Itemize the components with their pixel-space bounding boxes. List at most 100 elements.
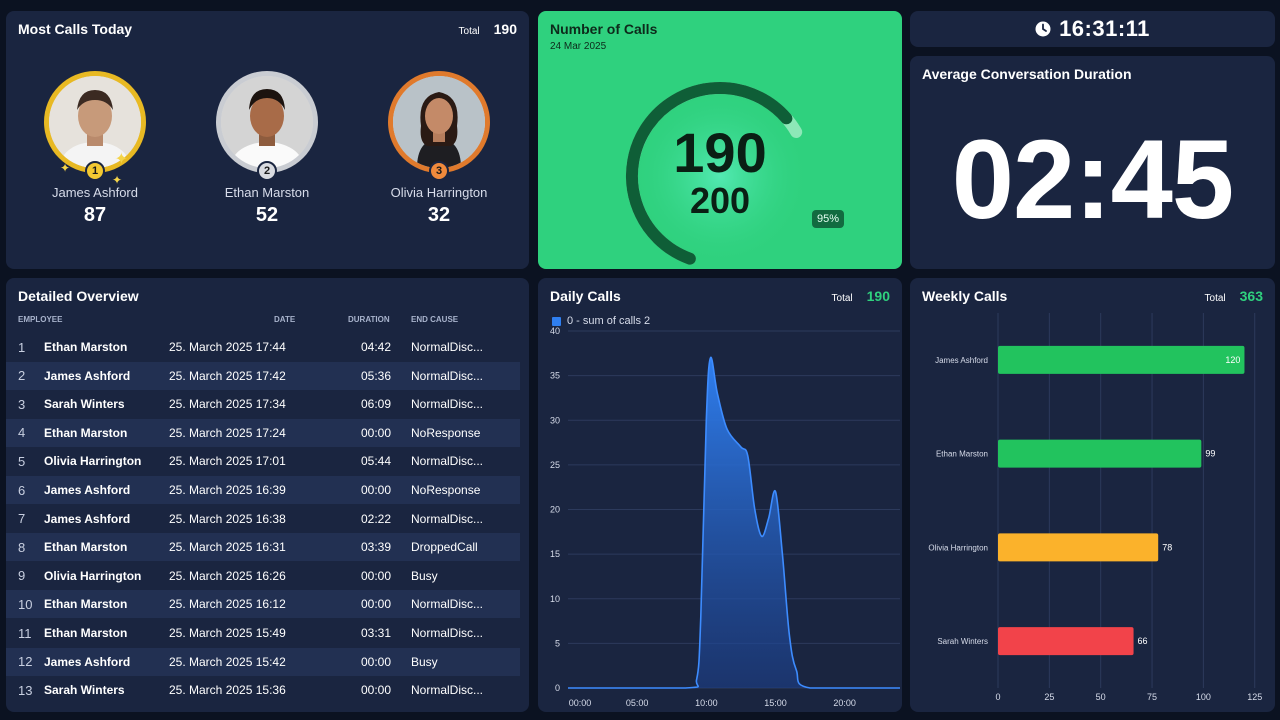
leader-name: James Ashford bbox=[52, 185, 138, 200]
gauge-fill bbox=[625, 81, 793, 265]
x-tick-label: 10:00 bbox=[695, 698, 718, 708]
row-duration: 03:39 bbox=[360, 540, 391, 555]
row-date: 25. March 2025 16:31 bbox=[169, 540, 286, 555]
total-label: Total bbox=[831, 293, 853, 304]
table-row[interactable]: 11 Ethan Marston 25. March 2025 15:49 03:31… bbox=[6, 619, 520, 647]
table-row[interactable]: 8 Ethan Marston 25. March 2025 16:31 03:39 D… bbox=[6, 533, 520, 562]
row-number: 9 bbox=[18, 568, 26, 584]
header-duration[interactable]: DURATION bbox=[348, 315, 390, 324]
x-tick-label: 00:00 bbox=[569, 698, 592, 708]
row-number: 1 bbox=[18, 339, 26, 355]
table-row[interactable]: 4 Ethan Marston 25. March 2025 17:24 00:00 N… bbox=[6, 418, 520, 447]
row-number: 10 bbox=[18, 596, 33, 612]
row-end-cause: NormalDisc... bbox=[411, 511, 484, 526]
bar[interactable] bbox=[998, 533, 1159, 562]
row-duration: 00:00 bbox=[360, 683, 391, 698]
most-calls-total: Total 190 bbox=[459, 21, 517, 37]
legend-swatch bbox=[552, 316, 561, 326]
header-date[interactable]: DATE bbox=[274, 315, 296, 324]
category-label: Olivia Harrington bbox=[928, 543, 988, 552]
x-tick-label: 0 bbox=[995, 692, 1000, 702]
gauge-glow bbox=[630, 86, 810, 266]
row-end-cause: Busy bbox=[411, 654, 438, 669]
row-duration: 00:00 bbox=[360, 597, 391, 612]
x-tick-label: 15:00 bbox=[764, 698, 787, 708]
header-employee[interactable]: EMPLOYEE bbox=[18, 315, 63, 324]
row-employee: Sarah Winters bbox=[44, 397, 125, 412]
table-row[interactable]: 6 James Ashford 25. March 2025 16:39 00:00 N… bbox=[6, 476, 520, 504]
avg-duration-value: 02:45 bbox=[951, 117, 1234, 242]
row-date: 25. March 2025 15:36 bbox=[169, 683, 286, 698]
table-row[interactable]: 10 Ethan Marston 25. March 2025 16:12 00:00… bbox=[6, 590, 520, 619]
leader-card[interactable]: 3 Olivia Harrington 32 bbox=[364, 71, 514, 227]
row-end-cause: NormalDisc... bbox=[411, 454, 484, 469]
detailed-overview-panel: Detailed Overview EMPLOYEE DATE DURATION… bbox=[6, 278, 529, 712]
clock-icon bbox=[1035, 21, 1051, 37]
row-employee: James Ashford bbox=[44, 368, 131, 383]
row-number: 11 bbox=[18, 625, 32, 641]
table-row[interactable]: 13 Sarah Winters 25. March 2025 15:36 00:00… bbox=[6, 676, 520, 704]
y-tick-label: 35 bbox=[550, 371, 560, 381]
row-duration: 04:42 bbox=[360, 340, 391, 354]
rank-badge: 3 bbox=[429, 161, 449, 181]
row-duration: 00:00 bbox=[360, 568, 391, 583]
table-row[interactable]: 7 James Ashford 25. March 2025 16:38 02:22 N… bbox=[6, 505, 520, 533]
y-tick-label: 10 bbox=[550, 594, 560, 604]
table-row[interactable]: 9 Olivia Harrington 25. March 2025 16:26 00… bbox=[6, 562, 520, 590]
calls-date: 24 Mar 2025 bbox=[550, 41, 607, 52]
total-label: Total bbox=[1204, 293, 1226, 304]
y-tick-label: 25 bbox=[550, 460, 560, 470]
row-number: 4 bbox=[18, 425, 26, 441]
bar[interactable] bbox=[998, 627, 1134, 656]
bar-value-label: 120 bbox=[1225, 355, 1240, 365]
category-label: Sarah Winters bbox=[937, 637, 988, 646]
table-row[interactable]: 3 Sarah Winters 25. March 2025 17:34 06:09 N… bbox=[6, 390, 520, 418]
avatar: 2 bbox=[216, 71, 318, 181]
person-icon bbox=[393, 76, 485, 168]
row-duration: 00:00 bbox=[360, 425, 391, 440]
table-row[interactable]: 1 Ethan Marston 25. March 2025 17:44 04:42 N… bbox=[6, 333, 520, 361]
bar[interactable] bbox=[998, 439, 1202, 468]
row-end-cause: NormalDisc... bbox=[411, 397, 484, 412]
most-calls-title: Most Calls Today bbox=[18, 21, 133, 37]
row-number: 13 bbox=[18, 682, 33, 698]
number-of-calls-title: Number of Calls bbox=[550, 21, 658, 37]
bar[interactable] bbox=[998, 345, 1245, 374]
legend-label: 0 - sum of calls 2 bbox=[567, 315, 651, 327]
table-row[interactable]: 12 James Ashford 25. March 2025 15:42 00:00… bbox=[6, 647, 520, 676]
table-row[interactable]: 2 James Ashford 25. March 2025 17:42 05:36 N… bbox=[6, 361, 520, 390]
leader-count: 87 bbox=[83, 204, 107, 226]
row-employee: Olivia Harrington bbox=[44, 568, 142, 583]
avg-duration-title: Average Conversation Duration bbox=[922, 66, 1132, 82]
y-tick-label: 30 bbox=[550, 415, 560, 425]
leader-count: 52 bbox=[255, 204, 279, 226]
row-duration: 02:22 bbox=[360, 511, 391, 526]
row-end-cause: NoResponse bbox=[411, 425, 481, 440]
row-end-cause: NoResponse bbox=[411, 483, 481, 497]
daily-calls-panel: Daily Calls Total 190 0 - sum of calls 2… bbox=[538, 278, 902, 712]
row-date: 25. March 2025 16:38 bbox=[169, 511, 286, 526]
row-number: 3 bbox=[18, 396, 26, 412]
leader-card[interactable]: 2 Ethan Marston 52 bbox=[192, 71, 342, 227]
row-end-cause: NormalDisc... bbox=[411, 683, 484, 698]
daily-legend[interactable]: 0 - sum of calls 2 bbox=[552, 315, 650, 327]
person-icon bbox=[221, 76, 313, 168]
total-value: 190 bbox=[493, 21, 517, 37]
total-label: Total bbox=[458, 26, 480, 37]
x-tick-label: 25 bbox=[1044, 692, 1054, 702]
table-row[interactable]: 5 Olivia Harrington 25. March 2025 17:01 05… bbox=[6, 447, 520, 475]
weekly-calls-panel: Weekly Calls Total 363 0 25 50 75 100 125 Jame… bbox=[910, 278, 1275, 712]
bar-value-label: 99 bbox=[1205, 449, 1215, 459]
leader-card[interactable]: ✦ ✦ ✦ 1 James Ashford 87 bbox=[20, 71, 170, 227]
y-tick-label: 5 bbox=[555, 638, 560, 648]
row-number: 6 bbox=[18, 482, 26, 498]
row-date: 25. March 2025 17:01 bbox=[169, 454, 286, 469]
category-label: James Ashford bbox=[935, 356, 988, 365]
leader-count: 32 bbox=[427, 204, 451, 226]
row-end-cause: Busy bbox=[411, 568, 438, 583]
header-end-cause[interactable]: END CAUSE bbox=[411, 315, 459, 324]
row-employee: Ethan Marston bbox=[44, 626, 128, 640]
clock-time: 16:31:11 bbox=[1059, 16, 1150, 41]
row-date: 25. March 2025 15:42 bbox=[169, 654, 286, 669]
total-value: 190 bbox=[866, 288, 890, 304]
